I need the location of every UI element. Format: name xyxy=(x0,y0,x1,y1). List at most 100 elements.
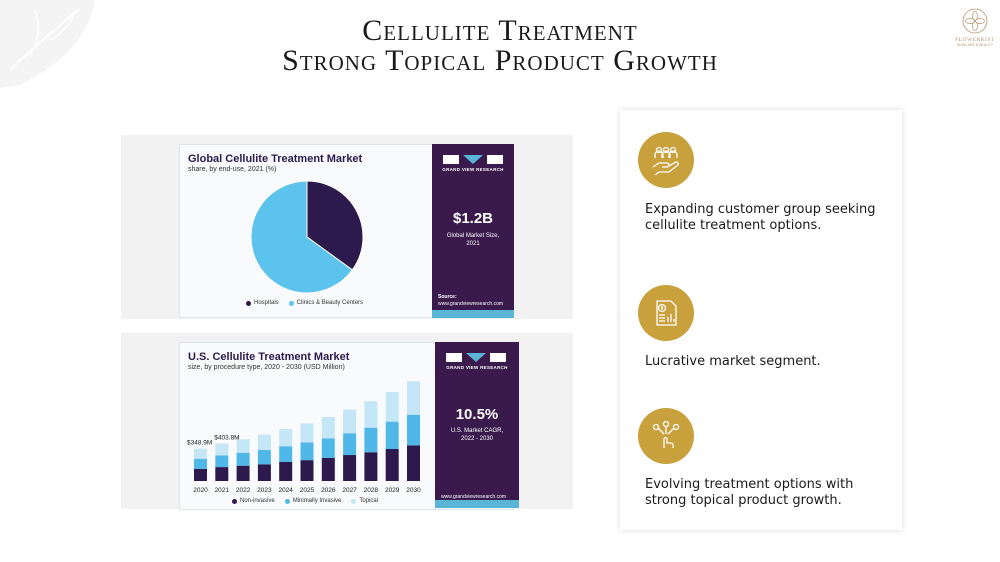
chart1-sidebar: GRAND VIEW RESEARCH $1.2B Global Market … xyxy=(432,144,514,318)
brand-logo: FLOWERKIST SKINCARE & BEAUTY xyxy=(955,8,995,50)
point-2-line-1: Lucrative market segment. xyxy=(645,354,821,369)
bar-2027-minimally-invasive xyxy=(343,433,357,456)
bar-2020-non-invasive xyxy=(194,468,207,481)
point-1-icon-circle xyxy=(638,132,694,188)
source-label: Source: xyxy=(438,294,457,300)
source-url[interactable]: www.grandviewresearch.com xyxy=(438,301,504,307)
flower-logo-icon xyxy=(962,8,988,34)
chart2-subtitle: size, by procedure type, 2020 - 2030 (US… xyxy=(188,364,345,371)
bar-legend-item: Topical xyxy=(351,498,378,504)
bar-2025-topical xyxy=(300,423,314,443)
legend-label: Hospitals xyxy=(254,300,279,306)
bar-2024-topical xyxy=(279,429,293,447)
bar-data-label: $348.9M xyxy=(187,440,212,447)
pie-slice-hospitals xyxy=(306,180,364,271)
legend-label: Topical xyxy=(359,498,379,504)
x-tick-label: 2024 xyxy=(278,487,293,494)
point-3-line-2: strong topical product growth. xyxy=(645,493,842,508)
x-tick-label: 2028 xyxy=(364,487,379,494)
bar-2030-topical xyxy=(407,381,420,415)
bar-2022-minimally-invasive xyxy=(236,452,250,466)
source-url[interactable]: www.grandviewresearch.com xyxy=(441,494,507,500)
bar-2023-minimally-invasive xyxy=(257,449,271,465)
pie-chart xyxy=(250,180,364,294)
market-size-year: 2021 xyxy=(466,241,480,247)
x-tick-label: 2027 xyxy=(342,487,357,494)
cagr-label: U.S. Market CAGR, xyxy=(450,428,504,434)
bar-data-label: $403.8M xyxy=(214,435,239,442)
bar-2030-non-invasive xyxy=(407,445,420,481)
bar-2021-minimally-invasive xyxy=(215,455,229,468)
bar-2020-minimally-invasive xyxy=(194,458,207,469)
slide-title-line2: Strong Topical Product Growth xyxy=(282,44,718,77)
bar-2023-non-invasive xyxy=(257,464,271,481)
bar-2025-non-invasive xyxy=(300,460,314,481)
brand-text: GRAND VIEW RESEARCH xyxy=(446,365,508,370)
x-tick-label: 2026 xyxy=(321,487,336,494)
bar-legend-item: Non-invasive xyxy=(232,498,275,504)
legend-swatch xyxy=(246,300,251,306)
x-tick-label: 2029 xyxy=(385,487,400,494)
chart2-title: U.S. Cellulite Treatment Market xyxy=(188,351,350,363)
point-1-line-1: Expanding customer group seeking xyxy=(645,202,876,217)
bar-legend: Non-invasive Minimally Invasive Topical xyxy=(232,498,378,504)
legend-swatch xyxy=(351,498,357,504)
hand-network-icon xyxy=(652,421,680,448)
chart1-title: Global Cellulite Treatment Market xyxy=(188,153,363,165)
bar-2027-non-invasive xyxy=(343,455,357,481)
people-hand-icon xyxy=(652,146,679,175)
bar-2029-non-invasive xyxy=(385,449,399,481)
pie-legend-item: Hospitals xyxy=(246,300,279,306)
sidebar-footer-bar xyxy=(435,500,519,508)
bar-2020-topical xyxy=(194,448,207,459)
chart2-sidebar: GRAND VIEW RESEARCH 10.5% U.S. Market CA… xyxy=(435,342,519,508)
point-1-line-2: cellulite treatment options. xyxy=(645,218,822,233)
bar-2023-topical xyxy=(257,434,271,450)
global-market-chart-card: Global Cellulite Treatment Market share,… xyxy=(121,135,573,319)
bar-2030-minimally-invasive xyxy=(407,414,420,446)
cagr-value: 10.5% xyxy=(455,406,499,423)
bar-2021-topical xyxy=(215,443,229,456)
bar-2029-topical xyxy=(385,391,399,422)
key-points-panel: Expanding customer group seeking celluli… xyxy=(620,110,902,530)
slide-title-line1: Cellulite Treatment xyxy=(362,14,638,47)
legend-swatch xyxy=(284,498,290,504)
bar-legend-item: Minimally Invasive xyxy=(284,498,342,504)
bar-2027-topical xyxy=(343,409,357,434)
brand-text: GRAND VIEW RESEARCH xyxy=(442,167,504,172)
grand-view-logo-icon xyxy=(446,353,506,362)
legend-label: Minimally Invasive xyxy=(292,498,342,504)
bar-2021-non-invasive xyxy=(215,467,229,481)
bar-2028-topical xyxy=(364,401,378,428)
legend-label: Clinics & Beauty Centers xyxy=(296,300,364,306)
us-market-chart-card: U.S. Cellulite Treatment Market size, by… xyxy=(121,333,573,510)
point-3-icon-circle xyxy=(638,408,694,464)
bar-2022-topical xyxy=(236,439,250,453)
market-size-value: $1.2B xyxy=(452,210,494,227)
bar-2028-non-invasive xyxy=(364,452,378,481)
brand-tagline: SKINCARE & BEAUTY xyxy=(956,43,994,47)
bar-2025-minimally-invasive xyxy=(300,442,314,461)
bar-2024-minimally-invasive xyxy=(279,446,293,462)
legend-swatch xyxy=(288,300,294,306)
bar-2029-minimally-invasive xyxy=(385,421,399,450)
x-tick-label: 2022 xyxy=(236,487,251,494)
pie-legend-item: Clinics & Beauty Centers xyxy=(288,300,364,306)
legend-swatch xyxy=(232,498,237,504)
x-tick-label: 2020 xyxy=(193,487,208,494)
sidebar-footer-bar xyxy=(432,310,514,318)
pie-legend: Hospitals Clinics & Beauty Centers xyxy=(246,300,363,306)
grand-view-logo-icon xyxy=(443,155,503,164)
cagr-period: 2022 - 2030 xyxy=(460,436,494,442)
x-tick-label: 2023 xyxy=(257,487,272,494)
market-size-label: Global Market Size, xyxy=(446,233,500,239)
x-tick-label: 2030 xyxy=(406,487,421,494)
stacked-bar-chart: 2020 2021 2022 2023 2024 2025 2026 2027 2028 2029… xyxy=(187,381,421,494)
bar-2026-topical xyxy=(321,417,335,439)
leaf-decoration xyxy=(0,0,95,88)
bar-2026-non-invasive xyxy=(321,457,335,481)
legend-label: Non-invasive xyxy=(240,498,275,504)
bar-2022-non-invasive xyxy=(236,465,250,481)
point-3-line-1: Evolving treatment options with xyxy=(645,477,854,492)
x-tick-label: 2025 xyxy=(300,487,315,494)
